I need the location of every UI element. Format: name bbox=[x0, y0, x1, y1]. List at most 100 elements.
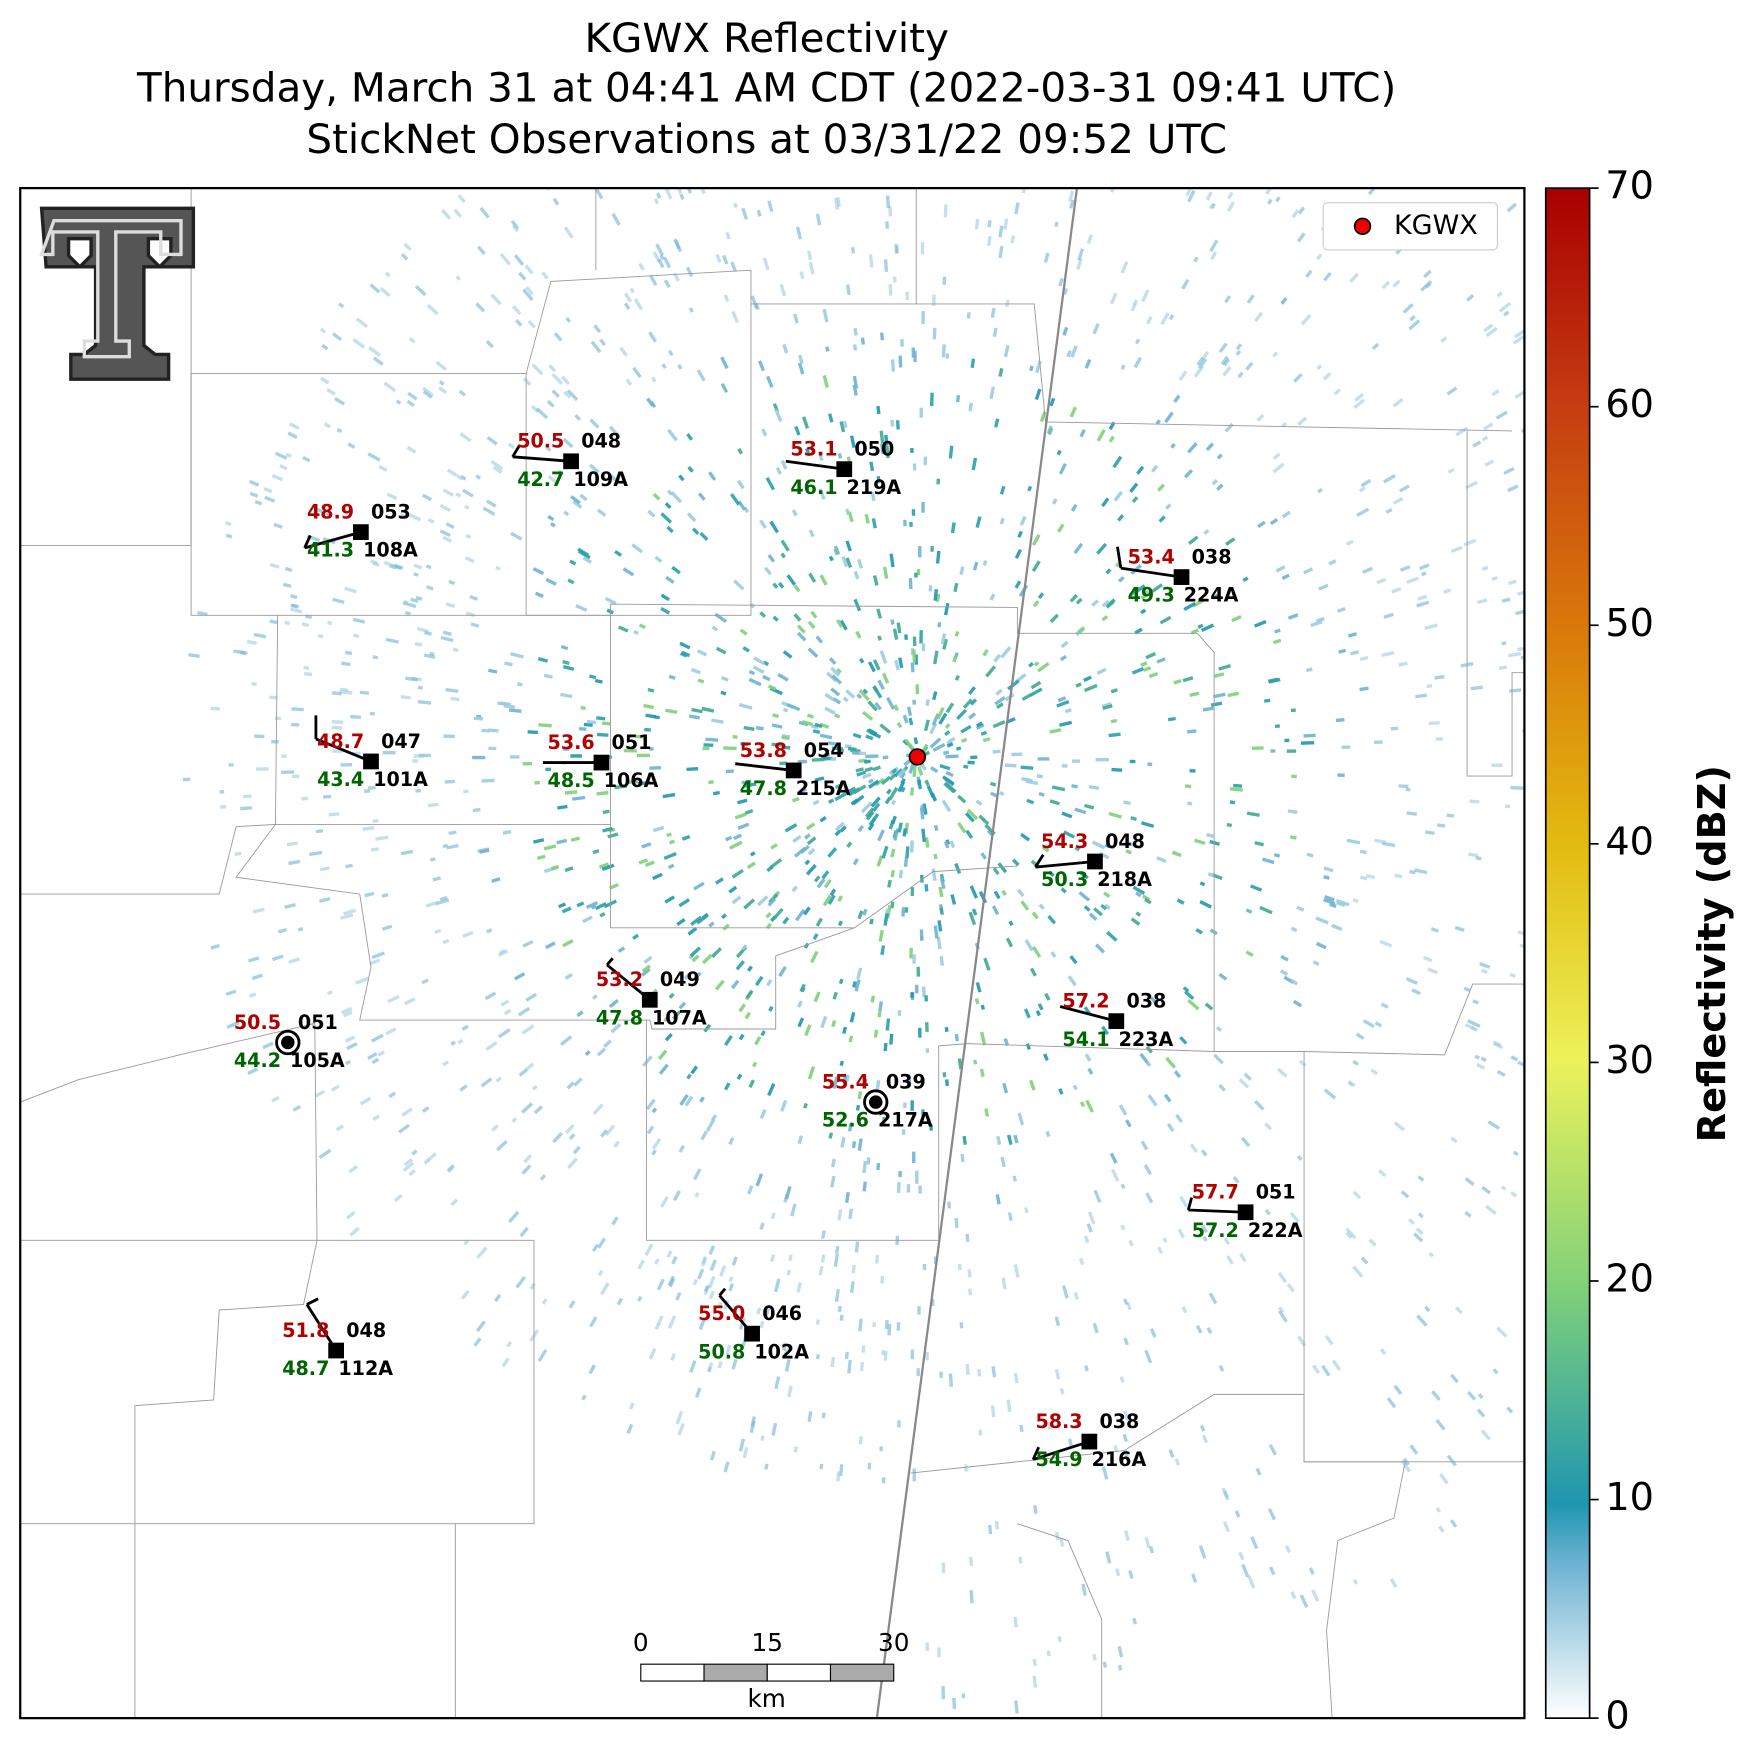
radar-echo bbox=[865, 734, 874, 741]
radar-echo bbox=[874, 701, 882, 711]
county-line bbox=[20, 1022, 318, 1241]
station-marker bbox=[1087, 853, 1103, 870]
radar-echo bbox=[545, 767, 552, 772]
radar-echo bbox=[1113, 1444, 1119, 1453]
radar-echo bbox=[640, 967, 651, 977]
radar-echo bbox=[1011, 752, 1023, 757]
radar-echo bbox=[1386, 1397, 1397, 1409]
station-marker bbox=[363, 753, 379, 770]
radar-echo bbox=[439, 895, 448, 902]
radar-echo bbox=[1675, 1125, 1683, 1131]
radar-echo bbox=[551, 864, 560, 871]
radar-echo bbox=[942, 638, 948, 650]
radar-echo bbox=[1684, 1275, 1690, 1281]
radar-echo bbox=[1277, 1271, 1288, 1284]
radar-echo bbox=[368, 346, 381, 357]
radar-echo bbox=[969, 698, 978, 706]
radar-echo bbox=[495, 1076, 503, 1083]
radar-echo bbox=[822, 375, 829, 388]
radar-echo bbox=[667, 1275, 675, 1286]
radar-echo bbox=[899, 771, 906, 779]
radar-echo bbox=[1418, 2, 1428, 14]
radar-echo bbox=[815, 213, 822, 226]
radar-echo bbox=[1264, 1208, 1271, 1216]
radar-echo bbox=[1335, 717, 1345, 723]
radar-echo bbox=[1517, 646, 1524, 652]
radar-echo bbox=[1517, 930, 1525, 937]
radar-echo bbox=[622, 567, 635, 577]
radar-echo bbox=[893, 768, 904, 778]
radar-echo bbox=[1208, 14, 1216, 28]
radar-echo bbox=[345, 863, 353, 869]
radar-echo bbox=[1018, 1556, 1023, 1564]
radar-echo bbox=[475, 1320, 486, 1333]
radar-echo bbox=[1216, 1025, 1223, 1032]
radar-echo bbox=[800, 787, 807, 793]
radar-echo bbox=[943, 840, 950, 849]
radar-echo bbox=[1338, 648, 1347, 654]
radar-echo bbox=[1213, 672, 1225, 679]
radar-echo bbox=[485, 340, 494, 349]
radar-echo bbox=[432, 876, 442, 882]
radar-echo bbox=[415, 788, 422, 793]
radar-echo bbox=[1498, 120, 1506, 129]
radar-echo bbox=[1480, 968, 1488, 975]
radar-echo bbox=[557, 469, 564, 476]
station-marker bbox=[563, 453, 579, 470]
radar-echo bbox=[742, 1446, 749, 1459]
radar-echo bbox=[725, 769, 734, 774]
radar-echo bbox=[857, 824, 865, 832]
radar-echo bbox=[377, 1050, 385, 1057]
radar-echo bbox=[1668, 343, 1679, 351]
radar-echo bbox=[1131, 496, 1139, 503]
radar-echo bbox=[1013, 1134, 1019, 1144]
radar-echo bbox=[1051, 498, 1058, 505]
radar-echo bbox=[1424, 1305, 1431, 1313]
radar-echo bbox=[566, 1081, 575, 1090]
radar-echo bbox=[844, 1352, 849, 1360]
radar-echo bbox=[633, 630, 639, 635]
radar-echo bbox=[845, 284, 851, 296]
radar-echo bbox=[1454, 925, 1465, 932]
station-marker bbox=[641, 991, 658, 1008]
radar-echo bbox=[1012, 1175, 1017, 1182]
radar-echo bbox=[1047, 914, 1057, 925]
radar-echo bbox=[1705, 442, 1717, 449]
radar-echo bbox=[997, 862, 1008, 874]
radar-echo bbox=[1183, 601, 1197, 612]
radar-echo bbox=[1092, 323, 1100, 335]
radar-echo bbox=[1202, 706, 1214, 712]
radar-echo bbox=[1225, 537, 1236, 546]
radar-echo bbox=[782, 1348, 789, 1359]
radar-echo bbox=[498, 948, 506, 955]
radar-echo bbox=[902, 714, 909, 724]
radar-echo bbox=[314, 1089, 325, 1098]
radar-echo bbox=[1435, 737, 1444, 741]
radar-echo bbox=[1002, 1082, 1009, 1094]
radar-echo bbox=[950, 894, 957, 905]
radar-echo bbox=[935, 550, 941, 564]
radar-echo bbox=[883, 1042, 888, 1052]
radar-echo bbox=[1156, 856, 1167, 863]
radar-echo bbox=[924, 884, 929, 892]
radar-echo bbox=[1352, 1190, 1362, 1200]
radar-echo bbox=[551, 389, 560, 398]
radar-echo bbox=[1684, 488, 1696, 495]
radar-echo bbox=[998, 225, 1004, 238]
radar-echo bbox=[359, 690, 370, 695]
radar-echo bbox=[1038, 903, 1045, 910]
radar-echo bbox=[679, 193, 685, 201]
radar-echo bbox=[1420, 280, 1433, 292]
radar-echo bbox=[937, 621, 942, 628]
radar-echo bbox=[495, 565, 501, 571]
radar-echo bbox=[881, 1117, 886, 1126]
radar-echo bbox=[469, 594, 479, 601]
colorbar-label: Reflectivity (dBZ) bbox=[1691, 765, 1735, 1142]
wind-barb bbox=[511, 444, 521, 458]
radar-echo bbox=[1084, 1053, 1092, 1062]
radar-echo bbox=[347, 442, 356, 449]
radar-echo bbox=[675, 1410, 684, 1425]
radar-echo bbox=[1047, 427, 1054, 436]
radar-echo bbox=[911, 509, 916, 516]
pressure: 048 bbox=[1105, 830, 1145, 853]
